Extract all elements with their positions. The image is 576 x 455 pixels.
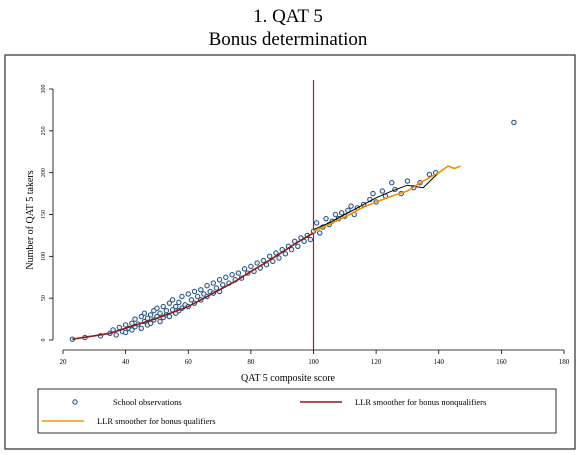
y-tick-label: 300 [41,85,47,94]
scatter-point [248,263,254,270]
scatter-point [338,210,345,216]
smoother-line [313,172,440,231]
chart-frame [4,54,576,450]
scatter-point [169,297,176,303]
scatter-point [138,313,144,320]
x-tick-label: 100 [308,358,319,366]
x-tick-label: 140 [434,358,445,366]
scatter-point [379,188,386,194]
scatter-point [213,285,220,291]
scatter-point [176,299,182,306]
x-tick-label: 120 [371,358,382,366]
scatter-point [313,220,320,226]
scatter-point [254,260,260,266]
scatter-point [204,282,210,289]
scatter-point [260,257,267,264]
x-tick-label: 80 [247,358,255,366]
x-tick-label: 20 [60,358,68,366]
x-tick-label: 40 [122,358,130,366]
scatter-point [241,266,248,272]
scatter-point [270,258,276,265]
y-tick-label: 150 [41,210,47,219]
scatter-point [191,288,198,295]
scatter-point [288,246,295,253]
scatter-point [266,253,273,260]
legend-label: LLR smoother for bonus qualifiers [97,416,216,426]
legend-frame [37,388,557,434]
scatter-point [404,178,411,184]
scatter-point [511,119,517,126]
x-tick-label: 160 [496,358,507,366]
scatter-point [235,270,242,276]
scatter-point [348,203,354,209]
scatter-point [173,303,179,310]
scatter-point [426,171,433,178]
scatter-point [332,211,339,218]
scatter-point [129,327,135,333]
scatter-point [216,277,223,283]
scatter-point [122,322,129,328]
scatter-point [389,180,395,186]
chart-title: 1. QAT 5 [253,6,323,27]
scatter-point [317,230,323,236]
scatter-point [188,297,195,303]
legend-marker [72,399,78,405]
scatter-point [194,293,201,300]
scatter-point [157,310,163,316]
y-tick-label: 100 [41,252,47,261]
scatter-point [229,272,235,278]
scatter-point [273,250,279,256]
scatter-point [132,316,138,322]
y-tick-label: 50 [41,295,47,301]
y-tick-label: 0 [41,339,47,342]
x-axis-label: QAT 5 composite score [241,373,336,384]
scatter-point [147,312,154,318]
legend-label: LLR smoother for bonus nonqualifiers [355,397,486,407]
scatter-point [307,236,314,243]
scatter-point [141,310,148,316]
scatter-point [282,251,289,257]
scatter-point [160,303,166,310]
y-tick-label: 250 [41,126,47,135]
x-tick-label: 180 [559,358,570,366]
scatter-point [210,280,217,286]
scatter-point [198,287,204,293]
scatter-point [166,300,173,306]
scatter-point [179,293,185,300]
scatter-point [113,332,119,338]
scatter-point [185,291,191,297]
scatter-point [122,329,129,336]
scatter-point [276,255,282,261]
scatter-point [166,313,173,320]
scatter-point [154,305,160,311]
scatter-point [157,318,163,325]
legend-label: School observations [113,397,182,407]
scatter-point [370,190,376,197]
smoother-line [313,165,461,232]
scatter-point [323,215,329,222]
x-tick-label: 60 [185,358,193,366]
y-tick-label: 200 [41,168,47,177]
scatter-point [223,274,229,280]
scatter-point [219,282,226,288]
scatter-point [295,243,301,249]
smoother-line [72,232,314,340]
chart-subtitle: Bonus determination [209,29,368,50]
scatter-point [138,325,144,331]
y-axis-label: Number of QAT 5 takers [25,170,36,269]
